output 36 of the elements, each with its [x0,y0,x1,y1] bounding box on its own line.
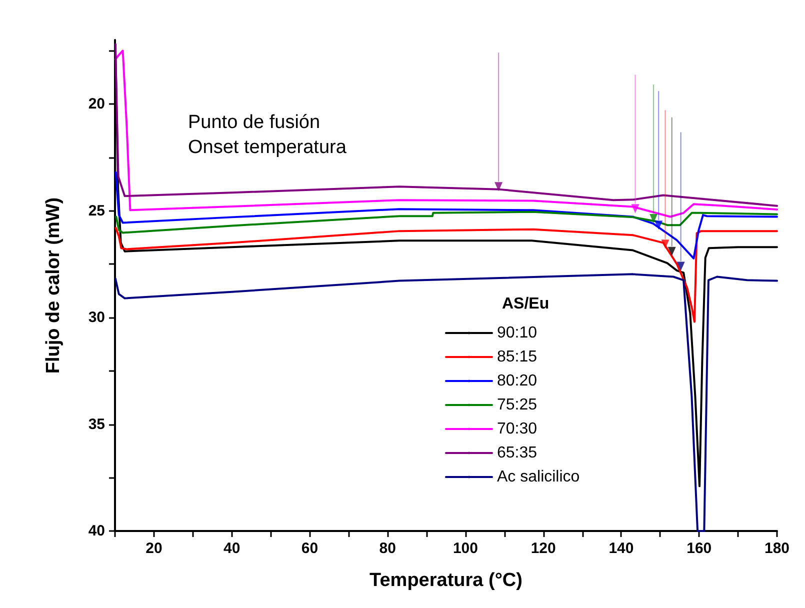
y-tick-label: 40 [88,522,105,540]
x-tick-label: 40 [223,540,240,557]
legend-label: 90:10 [497,324,538,342]
y-tick-label: 35 [88,416,105,433]
x-tick-label: 160 [686,540,712,557]
legend-label: Ac salicilico [497,468,580,486]
legend-label: 70:30 [497,420,538,438]
point [631,204,640,214]
legend-label: 65:35 [497,444,538,462]
point [661,240,670,249]
point [668,246,676,256]
y-tick-label: 20 [88,96,105,113]
x-tick-label: 120 [530,540,556,557]
point [676,262,685,271]
x-axis-title: Temperatura (°C) [370,570,522,591]
x-tick-label: 80 [379,540,396,557]
legend-title: AS/Eu [502,296,550,312]
x-tick-label: 20 [146,540,162,557]
point [494,182,503,192]
annotation: Punto de fusión [188,112,320,133]
legend-label: 80:20 [497,372,538,390]
y-tick-label: 30 [88,309,105,326]
legend-label: 75:25 [497,396,538,414]
legend-label: 85:15 [497,348,538,366]
point [654,220,663,230]
x-tick-label: 60 [301,540,318,557]
y-tick-label: 25 [88,202,105,220]
annotation: Onset temperatura [188,137,347,158]
point [650,214,658,223]
x-tick-label: 180 [764,540,790,557]
line-series [114,171,778,260]
y-axis-title: Flujo de calor (mW) [43,197,64,374]
line-series [114,226,778,323]
line-series [115,210,778,234]
x-tick-label: 140 [608,540,634,557]
x-tick-label: 100 [452,540,478,557]
